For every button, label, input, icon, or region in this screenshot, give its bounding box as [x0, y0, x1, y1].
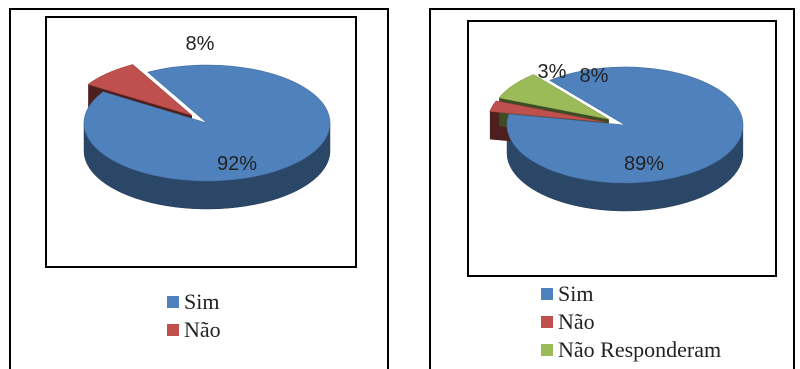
legend-right: Sim Não Não Responderam	[541, 280, 721, 364]
data-label-sim: 92%	[217, 153, 257, 175]
legend-swatch-sim	[541, 288, 553, 300]
legend-swatch-sim	[167, 296, 179, 308]
data-label-nao: 3%	[538, 61, 567, 83]
plot-area-right: 89% 3% 8%	[467, 20, 777, 277]
legend-label-nao: Não	[184, 317, 221, 342]
pie-chart-left: 92% 8%	[83, 33, 331, 210]
legend-item: Não	[167, 316, 221, 344]
legend-swatch-nao	[541, 316, 553, 328]
legend-left: Sim Não	[167, 288, 221, 344]
legend-label-nao: Não	[558, 309, 595, 334]
legend-label-nao-responderam: Não Responderam	[558, 337, 722, 362]
data-label-nao-responderam: 8%	[580, 65, 609, 87]
data-label-nao: 8%	[186, 33, 215, 55]
plot-area-left: 92% 8%	[45, 16, 357, 268]
pie-slice-nao-responderam	[498, 74, 609, 120]
pie-slice-nao	[87, 64, 193, 116]
legend-item: Não	[541, 308, 721, 336]
legend-item: Sim	[541, 280, 721, 308]
legend-label-sim: Sim	[558, 281, 594, 306]
chart-panel-left: 92% 8% Sim Não	[9, 8, 389, 369]
legend-item: Sim	[167, 288, 221, 316]
legend-label-sim: Sim	[184, 289, 220, 314]
pie-slice-sim	[83, 64, 331, 182]
data-label-sim: 89%	[624, 153, 664, 175]
legend-swatch-nao	[167, 324, 179, 336]
chart-panel-right: 89% 3% 8% Sim Não Não Responderam	[429, 8, 795, 369]
legend-item: Não Responderam	[541, 336, 721, 364]
pie-slice-sim	[506, 66, 744, 184]
legend-swatch-nao-responderam	[541, 344, 553, 356]
pie-slice-nao	[489, 100, 606, 123]
pie-chart-right: 89% 3% 8%	[489, 61, 744, 212]
